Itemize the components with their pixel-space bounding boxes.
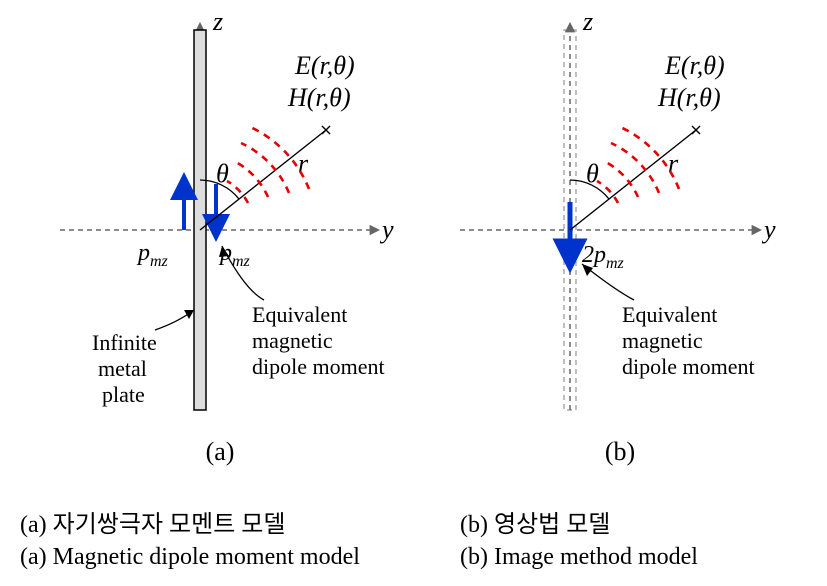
E-field-label: E(r,θ) [664, 51, 725, 80]
figure-container: z y pmz pmz r θ [0, 0, 827, 586]
panel-b: z y 2pmz r θ E(r,θ) [440, 10, 810, 480]
y-axis-label: y [761, 215, 776, 244]
theta-label: θ [216, 159, 229, 188]
panel-b-sublabel: (b) [605, 437, 635, 466]
wave-arc-3 [611, 143, 659, 193]
panel-a-sublabel: (a) [206, 437, 235, 466]
wave-arc-3 [241, 143, 289, 193]
caption-row-english: (a) Magnetic dipole moment model (b) Ima… [0, 544, 827, 571]
caption-b-korean: (b) 영상법 모델 [460, 504, 827, 539]
H-field-label: H(r,θ) [287, 83, 351, 112]
z-axis-label: z [582, 10, 593, 36]
caption-b-english: (b) Image method model [460, 544, 827, 571]
r-end-x-icon [692, 126, 700, 134]
theta-label: θ [586, 159, 599, 188]
panel-a-svg: z y pmz pmz r θ [20, 10, 420, 480]
r-end-x-icon [322, 126, 330, 134]
panel-b-svg: z y 2pmz r θ E(r,θ) [440, 10, 810, 480]
E-field-label: E(r,θ) [294, 51, 355, 80]
pmz-left-label: pmz [136, 240, 169, 270]
H-field-label: H(r,θ) [657, 83, 721, 112]
y-axis-label: y [379, 215, 394, 244]
r-label: r [298, 149, 309, 178]
caption-a-english: (a) Magnetic dipole moment model [0, 544, 460, 571]
panel-a: z y pmz pmz r θ [20, 10, 420, 480]
z-axis-label: z [212, 10, 223, 36]
caption-row-korean: (a) 자기쌍극자 모멘트 모델 (b) 영상법 모델 [0, 504, 827, 539]
caption-a-korean: (a) 자기쌍극자 모멘트 모델 [0, 504, 460, 539]
r-label: r [668, 149, 679, 178]
dipole-annotation: Equivalent magnetic dipole moment [252, 302, 385, 379]
plate-annotation: Infinite metal plate [92, 330, 162, 407]
metal-plate [194, 30, 206, 410]
dipole-annotation: Equivalent magnetic dipole moment [622, 302, 755, 379]
